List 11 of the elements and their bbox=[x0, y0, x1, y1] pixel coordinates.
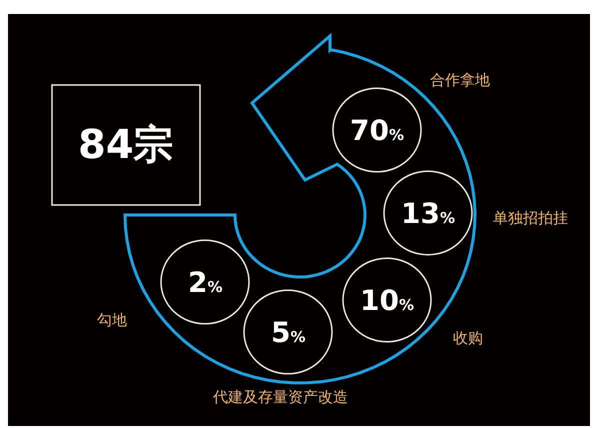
category-label: 勾地 bbox=[97, 311, 127, 329]
category-label: 单独招拍挂 bbox=[493, 209, 568, 227]
category-label: 收购 bbox=[453, 329, 483, 347]
category-label: 代建及存量资产改造 bbox=[212, 388, 348, 406]
data-label: 70% bbox=[350, 114, 404, 147]
data-label: 2% bbox=[188, 266, 223, 299]
text: 84宗 bbox=[78, 122, 174, 168]
category-label: 合作拿地 bbox=[430, 71, 490, 89]
data-label: 5% bbox=[271, 316, 306, 349]
data-label: 10% bbox=[360, 284, 414, 317]
data-label: 13% bbox=[401, 197, 455, 230]
